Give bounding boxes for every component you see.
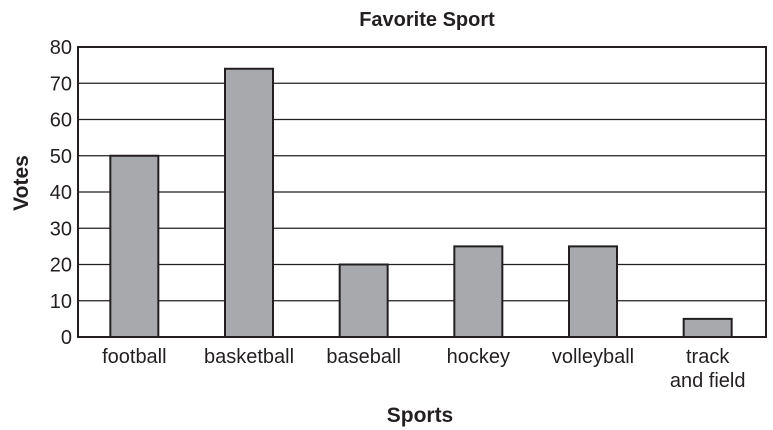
y-tick-label: 70 xyxy=(50,73,72,95)
y-tick-label: 30 xyxy=(50,218,72,240)
chart-title: Favorite Sport xyxy=(359,9,495,31)
y-tick-label: 0 xyxy=(61,327,72,349)
bar-football xyxy=(109,154,160,338)
x-category-label: hockey xyxy=(447,346,510,368)
x-category-label: football xyxy=(102,346,167,368)
y-tick-label: 10 xyxy=(50,291,72,313)
x-category-label: volleyball xyxy=(552,346,634,368)
y-tick-label: 80 xyxy=(50,37,72,59)
y-tick-labels: 0 10 20 30 40 50 60 70 80 xyxy=(50,37,72,349)
grid-layer xyxy=(78,82,766,302)
x-category-label: basketball xyxy=(204,346,294,368)
x-axis-label: Sports xyxy=(387,404,454,427)
y-tick-label: 60 xyxy=(50,110,72,132)
bar-baseball xyxy=(338,263,389,338)
bar-hockey xyxy=(453,245,504,338)
x-category-label: and field xyxy=(670,370,746,392)
bar-track-and-field xyxy=(682,317,733,338)
x-category-labels: football basketball baseball hockey volleyba… xyxy=(102,346,745,392)
bar-basketball xyxy=(224,67,274,338)
x-category-label: baseball xyxy=(326,346,401,368)
y-tick-label: 50 xyxy=(50,146,72,168)
y-tick-label: 20 xyxy=(50,255,72,277)
y-axis-label: Votes xyxy=(10,155,33,211)
y-tick-label: 40 xyxy=(50,182,72,204)
bar-volleyball xyxy=(568,245,618,338)
x-category-label: track xyxy=(686,346,730,368)
bars-layer xyxy=(109,67,733,338)
plot-area-border xyxy=(77,46,767,338)
